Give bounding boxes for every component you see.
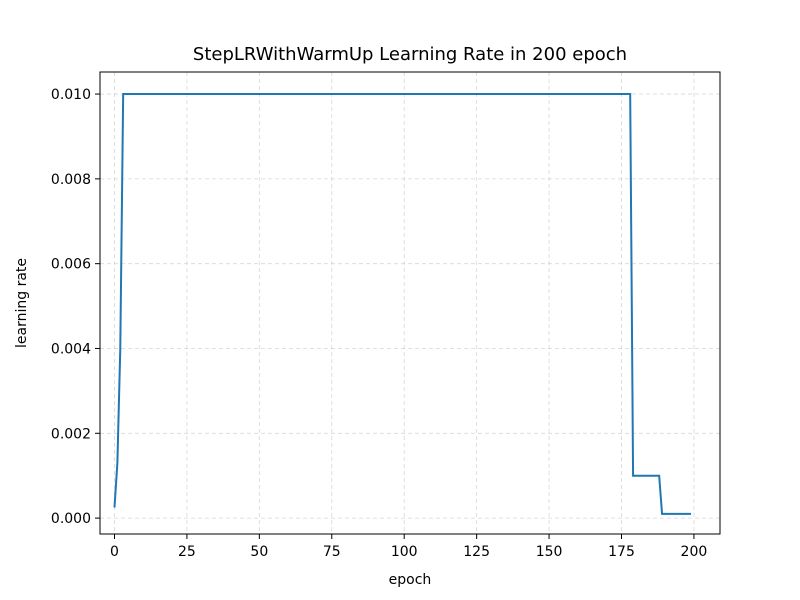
x-tick-label: 75 xyxy=(323,544,341,560)
y-tick-label: 0.010 xyxy=(51,87,91,103)
ticks: 0 25 50 75 100 125 150 175 200 0.000 0.002 0.004 0.0… xyxy=(51,87,707,560)
grid xyxy=(100,72,720,534)
y-axis-label: learning rate xyxy=(14,258,30,348)
x-tick-label: 125 xyxy=(463,544,490,560)
x-axis-label: epoch xyxy=(389,572,432,588)
x-tick-label: 200 xyxy=(681,544,708,560)
x-tick-label: 150 xyxy=(536,544,563,560)
x-tick-label: 100 xyxy=(391,544,418,560)
y-tick-label: 0.000 xyxy=(51,511,91,527)
series-layer xyxy=(113,93,692,515)
x-tick-label: 175 xyxy=(608,544,635,560)
y-tick-label: 0.004 xyxy=(51,341,91,357)
y-tick-label: 0.002 xyxy=(51,426,91,442)
y-tick-label: 0.008 xyxy=(51,172,91,188)
x-tick-label: 0 xyxy=(110,544,119,560)
x-tick-label: 50 xyxy=(250,544,268,560)
x-tick-label: 25 xyxy=(178,544,196,560)
series-line-0 xyxy=(113,93,692,515)
plot-frame xyxy=(99,71,721,535)
chart-title: StepLRWithWarmUp Learning Rate in 200 ep… xyxy=(193,44,627,65)
y-tick-label: 0.006 xyxy=(51,257,91,273)
